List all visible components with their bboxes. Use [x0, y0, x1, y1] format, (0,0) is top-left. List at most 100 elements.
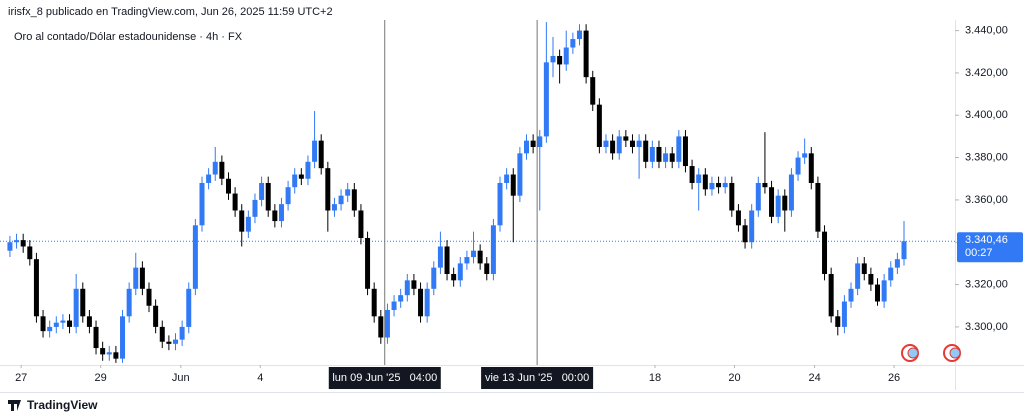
candle-body: [590, 77, 596, 105]
crosshair-label-bg: [328, 367, 441, 389]
candle-body: [292, 174, 298, 188]
candle-body: [73, 288, 79, 327]
candle-body: [596, 104, 602, 147]
candle-body: [729, 182, 735, 211]
x-tick-label: 4: [257, 372, 263, 384]
candle-body: [510, 174, 516, 196]
candle-body: [570, 39, 576, 48]
candle-body: [206, 174, 212, 183]
y-tick-label: 3.300,00: [965, 321, 1008, 333]
candle-body: [868, 273, 874, 285]
candle-body: [47, 326, 53, 332]
candle-body: [755, 182, 761, 211]
candle-body: [550, 55, 556, 63]
candle-body: [358, 210, 364, 239]
candle-body: [259, 182, 265, 200]
candle-body: [524, 140, 530, 154]
last-price-countdown: 00:27: [965, 247, 993, 259]
candle-body: [802, 153, 808, 158]
candle-body: [186, 288, 192, 327]
x-tick-label: 24: [808, 372, 820, 384]
candle-body: [404, 280, 410, 296]
candle-body: [457, 263, 463, 281]
candle-body: [689, 166, 695, 183]
footer-brand: TradingView: [27, 398, 98, 412]
candle-body: [113, 352, 119, 359]
candle-body: [875, 284, 881, 302]
candle-body: [702, 174, 708, 190]
candle-body: [629, 140, 635, 147]
candle-body: [822, 231, 828, 274]
candle-body: [530, 140, 536, 147]
y-tick-label: 3.380,00: [965, 151, 1008, 163]
y-tick-label: 3.420,00: [965, 67, 1008, 79]
candle-body: [576, 30, 582, 40]
candle-body: [735, 210, 741, 226]
candle-body: [100, 348, 106, 355]
candle-body: [663, 153, 669, 162]
candle-body: [365, 238, 371, 289]
candle-body: [33, 259, 39, 317]
candle-body: [245, 216, 251, 232]
candle-body: [828, 273, 834, 317]
candle-body: [716, 182, 722, 188]
candle-body: [166, 341, 172, 344]
candle-body: [782, 195, 788, 211]
candle-body: [643, 140, 649, 162]
candle-body: [378, 316, 384, 338]
candle-body: [199, 182, 205, 226]
candle-body: [471, 250, 477, 258]
candle-body: [424, 288, 430, 317]
candle-body: [278, 204, 284, 222]
candle-body: [464, 257, 470, 264]
candle-body: [808, 153, 814, 183]
candle-body: [636, 140, 642, 147]
candle-body: [192, 225, 198, 289]
candle-body: [252, 199, 258, 217]
candle-body: [40, 316, 46, 332]
candle-body: [762, 182, 768, 188]
candle-body: [490, 225, 496, 274]
candle-body: [139, 267, 145, 289]
candle-body: [901, 241, 907, 260]
candle-body: [93, 326, 99, 349]
candle-body: [345, 189, 351, 196]
candle-body: [265, 182, 271, 211]
candle-body: [120, 316, 126, 359]
candle-body: [305, 161, 311, 179]
candle-body: [537, 136, 543, 147]
x-tick-label: 27: [15, 372, 27, 384]
candle-body: [411, 280, 417, 289]
candle-body: [232, 193, 238, 211]
crosshair-label: vie 13 Jun '25 00:00: [485, 372, 589, 384]
candle-body: [338, 195, 344, 205]
candle-body: [855, 263, 861, 289]
candle-body: [437, 246, 443, 268]
candle-body: [371, 288, 377, 317]
candle-body: [451, 273, 457, 281]
candle-body: [669, 153, 675, 162]
candle-body: [14, 240, 20, 243]
x-tick-label: 26: [888, 372, 900, 384]
candle-body: [298, 174, 304, 179]
candle-body: [563, 47, 569, 65]
flag-icons: [901, 344, 961, 362]
candle-body: [583, 30, 589, 78]
candle-body: [815, 182, 821, 232]
candle-body: [517, 153, 523, 196]
candle-body: [67, 320, 73, 327]
candle-body: [616, 136, 622, 154]
candle-body: [126, 288, 132, 317]
candle-body: [894, 259, 900, 268]
candle-body: [153, 305, 159, 327]
candle-body: [80, 288, 86, 317]
candle-body: [159, 326, 165, 342]
candle-body: [881, 280, 887, 302]
candle-body: [603, 140, 609, 147]
candle-body: [709, 182, 715, 190]
candle-body: [20, 240, 26, 247]
crosshair-label-bg: [481, 367, 594, 389]
x-tick-label: Jun: [172, 372, 190, 384]
candle-body: [146, 288, 152, 306]
candle-body: [769, 187, 775, 217]
